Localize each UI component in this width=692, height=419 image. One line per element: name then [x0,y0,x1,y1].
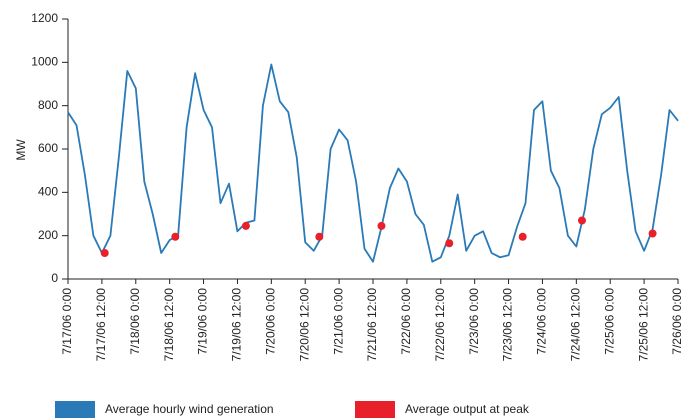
y-tick-label: 800 [38,98,58,112]
x-tick-label: 7/22/06 0:00 [399,288,413,355]
peak-point [518,232,527,241]
peak-point [171,232,180,241]
peak-point [377,221,386,230]
x-tick-label: 7/19/06 12:00 [230,288,244,362]
x-tick-label: 7/23/06 12:00 [501,288,515,362]
x-tick-label: 7/22/06 12:00 [433,288,447,362]
x-tick-label: 7/18/06 12:00 [162,288,176,362]
legend-label: Average output at peak [405,402,530,416]
x-tick-label: 7/17/06 12:00 [94,288,108,362]
peak-point [100,249,109,257]
legend-swatch [55,401,95,418]
x-tick-label: 7/21/06 0:00 [331,288,345,355]
y-tick-label: 1200 [31,11,58,25]
x-tick-label: 7/26/06 0:00 [670,288,684,355]
x-tick-label: 7/25/06 12:00 [636,288,650,362]
x-tick-label: 7/20/06 0:00 [264,288,278,355]
x-tick-label: 7/24/06 12:00 [569,288,583,362]
legend-swatch [355,401,395,418]
x-tick-label: 7/24/06 0:00 [535,288,549,355]
peak-point [577,216,586,225]
x-tick-label: 7/21/06 12:00 [365,288,379,362]
y-tick-label: 400 [38,185,58,199]
x-tick-label: 7/18/06 0:00 [128,288,142,355]
x-tick-label: 7/20/06 12:00 [297,288,311,362]
peak-point [241,221,250,230]
peak-point [315,232,324,241]
legend-label: Average hourly wind generation [105,402,274,416]
x-tick-label: 7/25/06 0:00 [602,288,616,355]
peak-point [648,229,657,238]
peak-point [445,239,454,248]
x-tick-label: 7/23/06 0:00 [467,288,481,355]
y-tick-label: 600 [38,141,58,155]
y-tick-label: 200 [38,228,58,242]
y-axis-label: MW [14,139,28,161]
x-tick-label: 7/19/06 0:00 [196,288,210,355]
y-tick-label: 1000 [31,55,58,69]
series-line [67,63,679,263]
x-tick-label: 7/17/06 0:00 [60,288,74,355]
y-tick-label: 0 [51,271,58,285]
